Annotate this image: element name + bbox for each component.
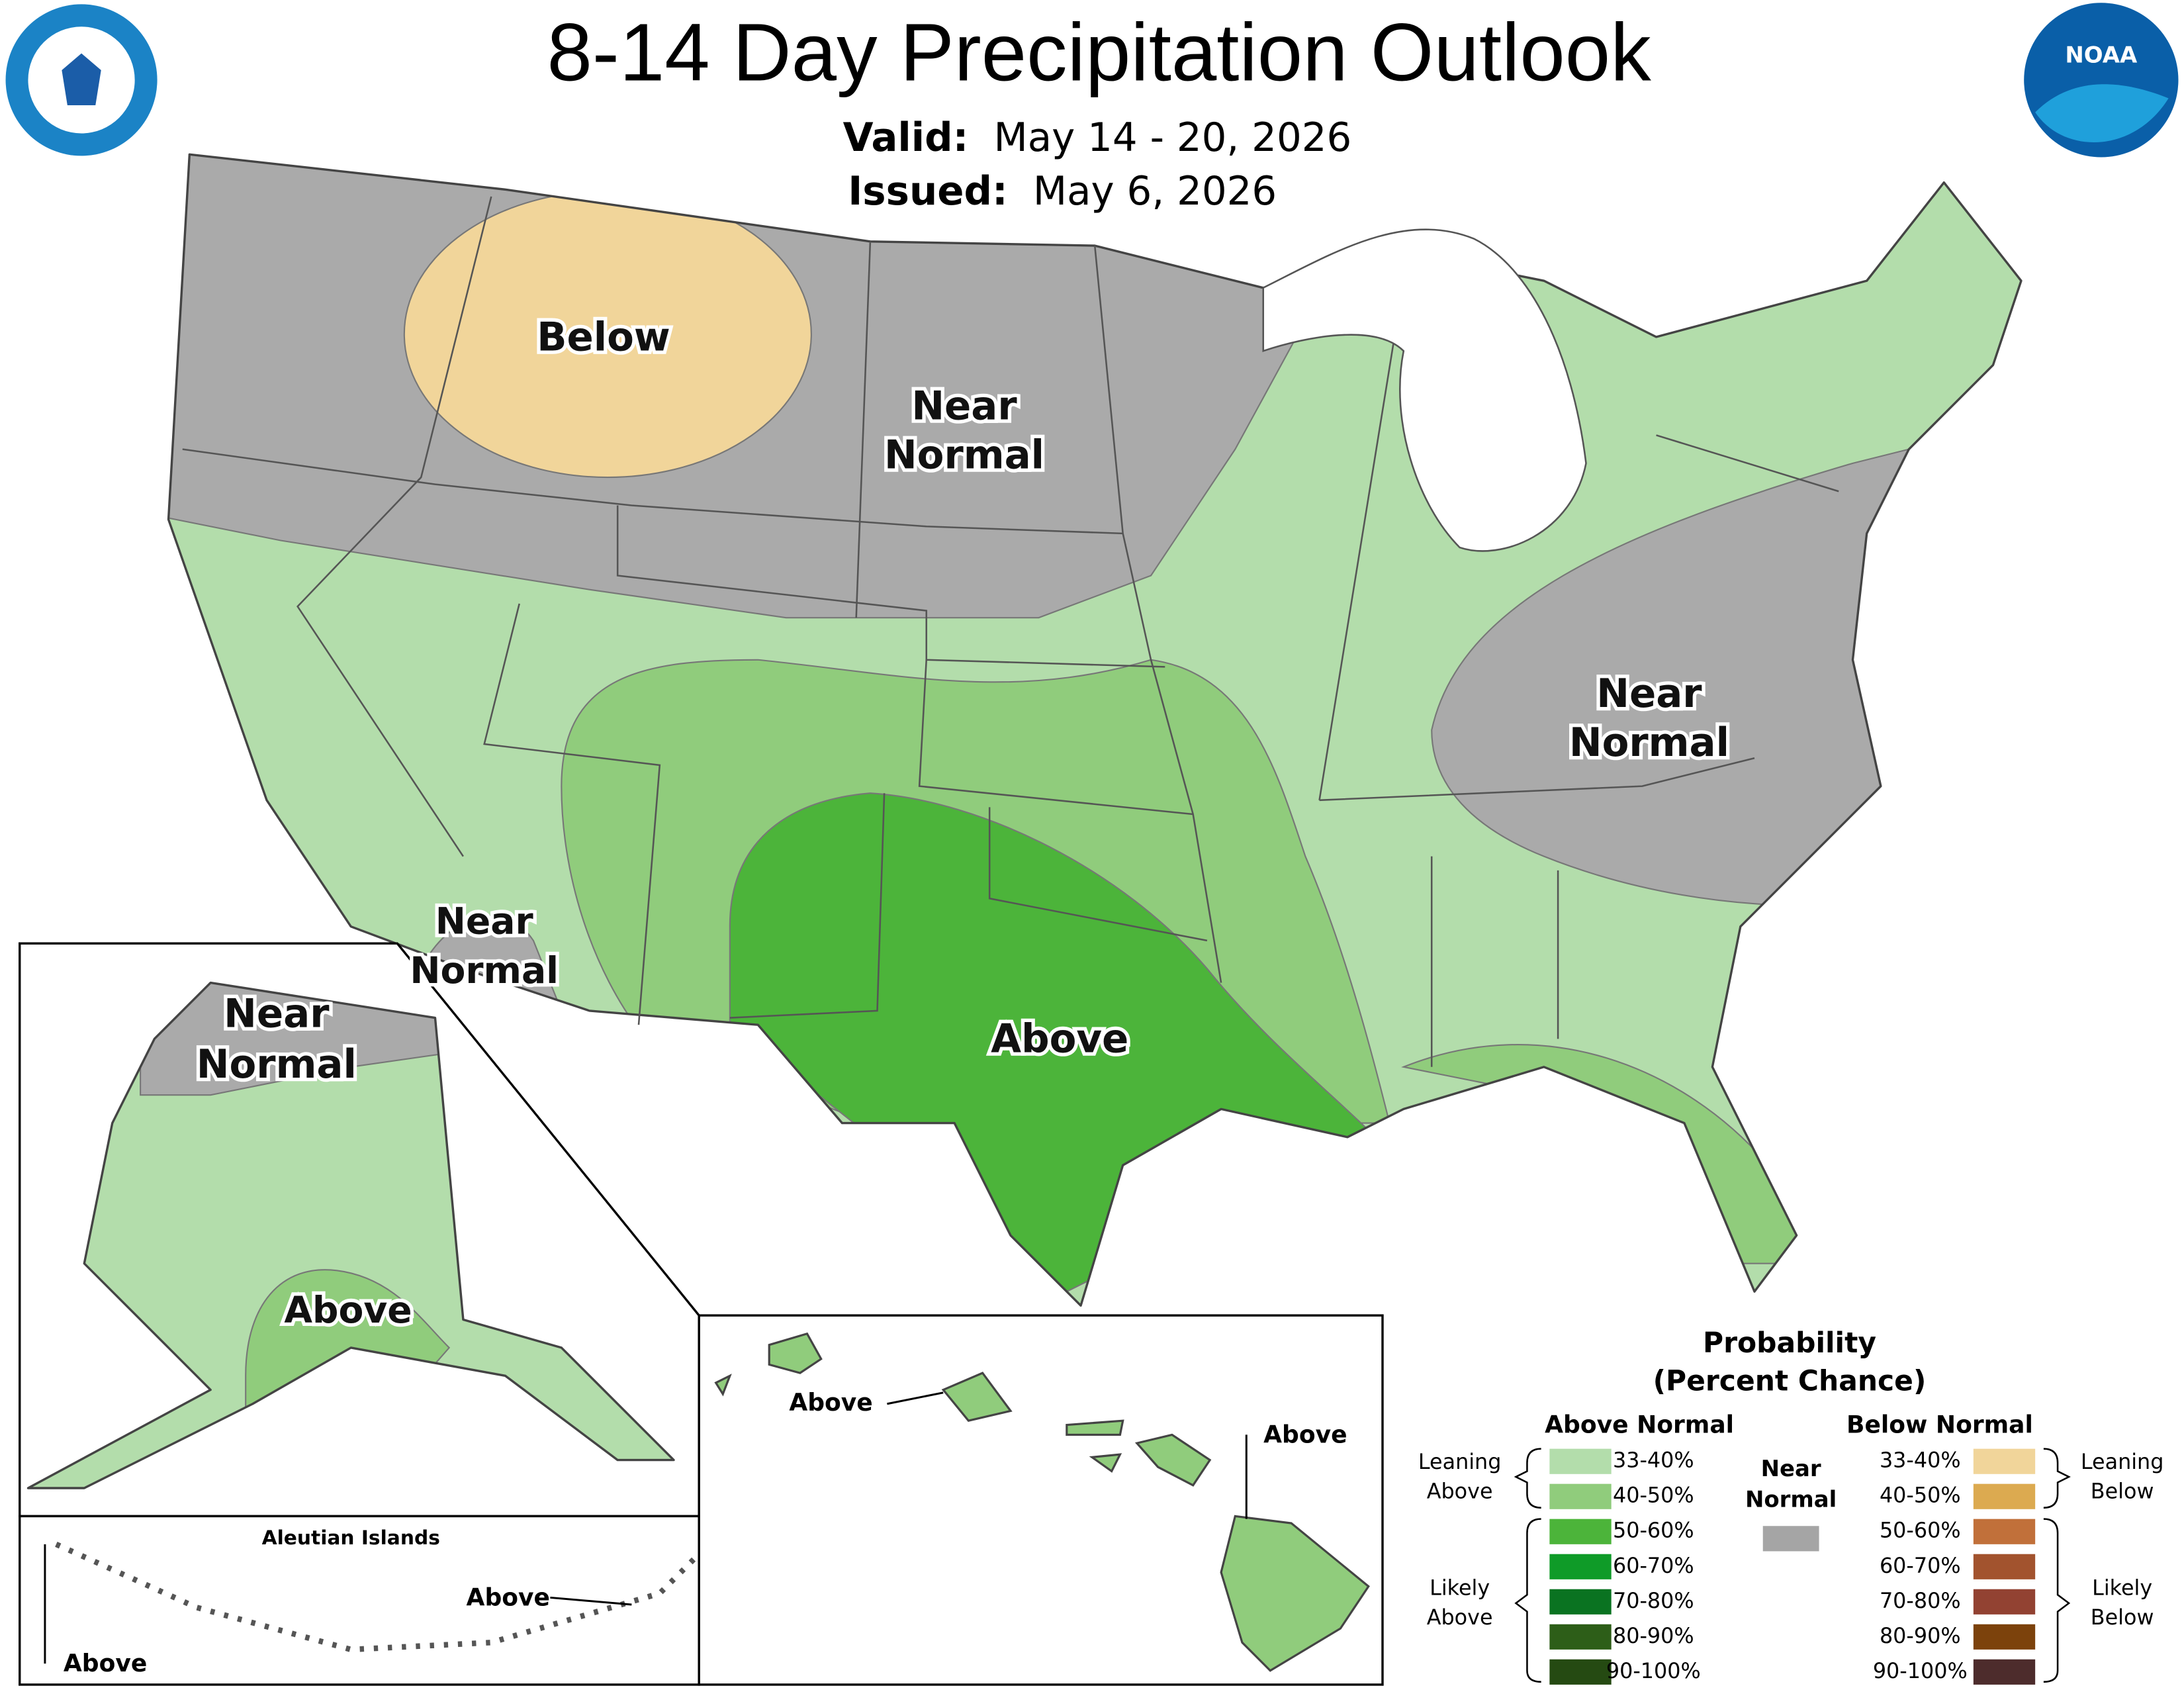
legend-label: 40-50%	[1613, 1483, 1694, 1508]
legend-label: 50-60%	[1880, 1518, 1961, 1543]
region-label: Normal	[410, 950, 559, 992]
region-label: Near	[1596, 671, 1702, 717]
leader-lines	[44, 1544, 632, 1664]
legend-label: 70-80%	[1880, 1588, 1961, 1613]
region-label: Above	[64, 1650, 147, 1677]
region-label: Above	[789, 1389, 872, 1417]
legend-swatch	[1973, 1659, 2036, 1685]
region-label: Above	[467, 1584, 550, 1612]
legend-near: Near	[1761, 1456, 1821, 1482]
valid-label: Valid:	[843, 115, 969, 161]
noaa-logo: NOAA	[2024, 3, 2179, 158]
legend-label: 90-100%	[1873, 1658, 1968, 1683]
legend-title: Probability	[1703, 1327, 1876, 1360]
region-label: Near	[435, 901, 534, 943]
legend-swatch	[1549, 1519, 1612, 1544]
legend-swatch	[1762, 1526, 1819, 1552]
legend-near: Normal	[1745, 1487, 1837, 1513]
region-label: Above	[284, 1289, 412, 1332]
region-label: Normal	[197, 1042, 357, 1088]
legend-swatch	[1549, 1448, 1612, 1474]
state-lines	[182, 196, 1839, 1067]
legend-swatch	[1973, 1624, 2036, 1650]
legend-group: Below	[2091, 1605, 2154, 1630]
legend-label: 60-70%	[1880, 1553, 1961, 1578]
legend-label: 40-50%	[1880, 1483, 1961, 1508]
issued-label: Issued:	[848, 169, 1008, 214]
legend-swatch	[1973, 1519, 2036, 1544]
legend-label: 80-90%	[1613, 1623, 1694, 1648]
legend-label: 33-40%	[1613, 1448, 1694, 1473]
legend-heading: Below Normal	[1846, 1411, 2033, 1439]
leader-lines	[887, 1391, 1248, 1519]
legend-label: 50-60%	[1613, 1518, 1694, 1543]
issued-date: May 6, 2026	[1033, 169, 1277, 214]
noaa-text: NOAA	[2065, 42, 2138, 68]
region-label: Above	[1263, 1421, 1347, 1449]
legend-swatch	[1973, 1589, 2036, 1615]
legend-group: Above	[1427, 1605, 1493, 1630]
legend-label: 70-80%	[1613, 1588, 1694, 1613]
legend-group: Above	[1427, 1478, 1493, 1503]
legend-swatch	[1549, 1624, 1612, 1650]
legend-heading: Above Normal	[1545, 1411, 1734, 1439]
alaska-outline	[26, 981, 675, 1489]
legend-swatch	[1549, 1589, 1612, 1615]
region-label: Near	[911, 383, 1017, 429]
legend-swatch	[1973, 1448, 2036, 1474]
great-lakes	[1262, 228, 1587, 552]
legend-label: 80-90%	[1880, 1623, 1961, 1648]
legend-swatch	[1549, 1554, 1612, 1579]
region-label: Normal	[884, 432, 1044, 478]
legend-swatch	[1549, 1483, 1612, 1509]
legend-brackets	[1514, 1448, 2071, 1683]
aleutian-islands	[55, 1541, 697, 1653]
commerce-seal	[5, 4, 158, 156]
legend-group: Likely	[1430, 1575, 1490, 1601]
region-label: Below	[537, 314, 670, 360]
region-label: Above	[991, 1017, 1128, 1062]
legend-group: Leaning	[2081, 1449, 2164, 1474]
title: 8-14 Day Precipitation Outlook	[547, 8, 1652, 99]
legend-label: 60-70%	[1613, 1553, 1694, 1578]
region-label: Normal	[1569, 720, 1729, 766]
legend-group: Below	[2091, 1478, 2154, 1503]
legend-group: Likely	[2092, 1575, 2152, 1601]
legend-title: (Percent Chance)	[1653, 1365, 1927, 1397]
hawaii-islands	[714, 1332, 1370, 1672]
legend-swatch	[1973, 1483, 2036, 1509]
conus-outline	[167, 153, 2023, 1307]
valid-dates: May 14 - 20, 2026	[994, 115, 1352, 161]
legend-label: 90-100%	[1606, 1658, 1701, 1683]
legend-label: 33-40%	[1880, 1448, 1961, 1473]
dynamic-layer: BelowNearNormalNearNormalNearNormalAbove…	[64, 311, 2164, 1685]
legend-swatch	[1973, 1554, 2036, 1579]
legend-swatch	[1549, 1659, 1612, 1685]
region-label: Near	[224, 992, 330, 1037]
aleutian-title: Aleutian Islands	[262, 1526, 440, 1550]
legend-group: Leaning	[1418, 1449, 1502, 1474]
